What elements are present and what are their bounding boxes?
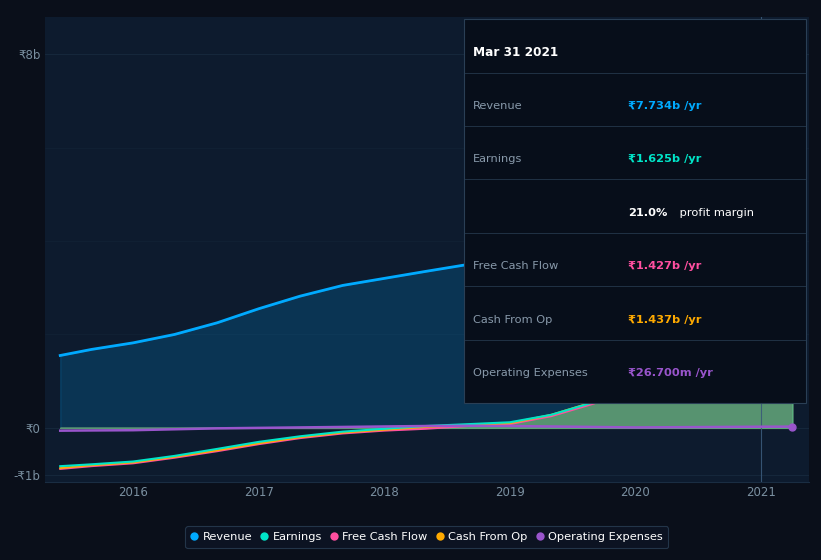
Text: ₹1.625b /yr: ₹1.625b /yr bbox=[628, 154, 701, 164]
Text: Free Cash Flow: Free Cash Flow bbox=[473, 261, 558, 271]
Text: profit margin: profit margin bbox=[676, 208, 754, 218]
Text: Revenue: Revenue bbox=[473, 101, 522, 111]
Text: Earnings: Earnings bbox=[473, 154, 522, 164]
Text: Operating Expenses: Operating Expenses bbox=[473, 368, 588, 378]
Text: ₹7.734b /yr: ₹7.734b /yr bbox=[628, 101, 701, 111]
Text: ₹26.700m /yr: ₹26.700m /yr bbox=[628, 368, 713, 378]
Text: Mar 31 2021: Mar 31 2021 bbox=[473, 46, 558, 59]
Legend: Revenue, Earnings, Free Cash Flow, Cash From Op, Operating Expenses: Revenue, Earnings, Free Cash Flow, Cash … bbox=[186, 526, 668, 548]
Text: Cash From Op: Cash From Op bbox=[473, 315, 552, 325]
Text: 21.0%: 21.0% bbox=[628, 208, 667, 218]
Text: ₹1.437b /yr: ₹1.437b /yr bbox=[628, 315, 701, 325]
Text: ₹1.427b /yr: ₹1.427b /yr bbox=[628, 261, 701, 271]
FancyBboxPatch shape bbox=[464, 19, 805, 403]
